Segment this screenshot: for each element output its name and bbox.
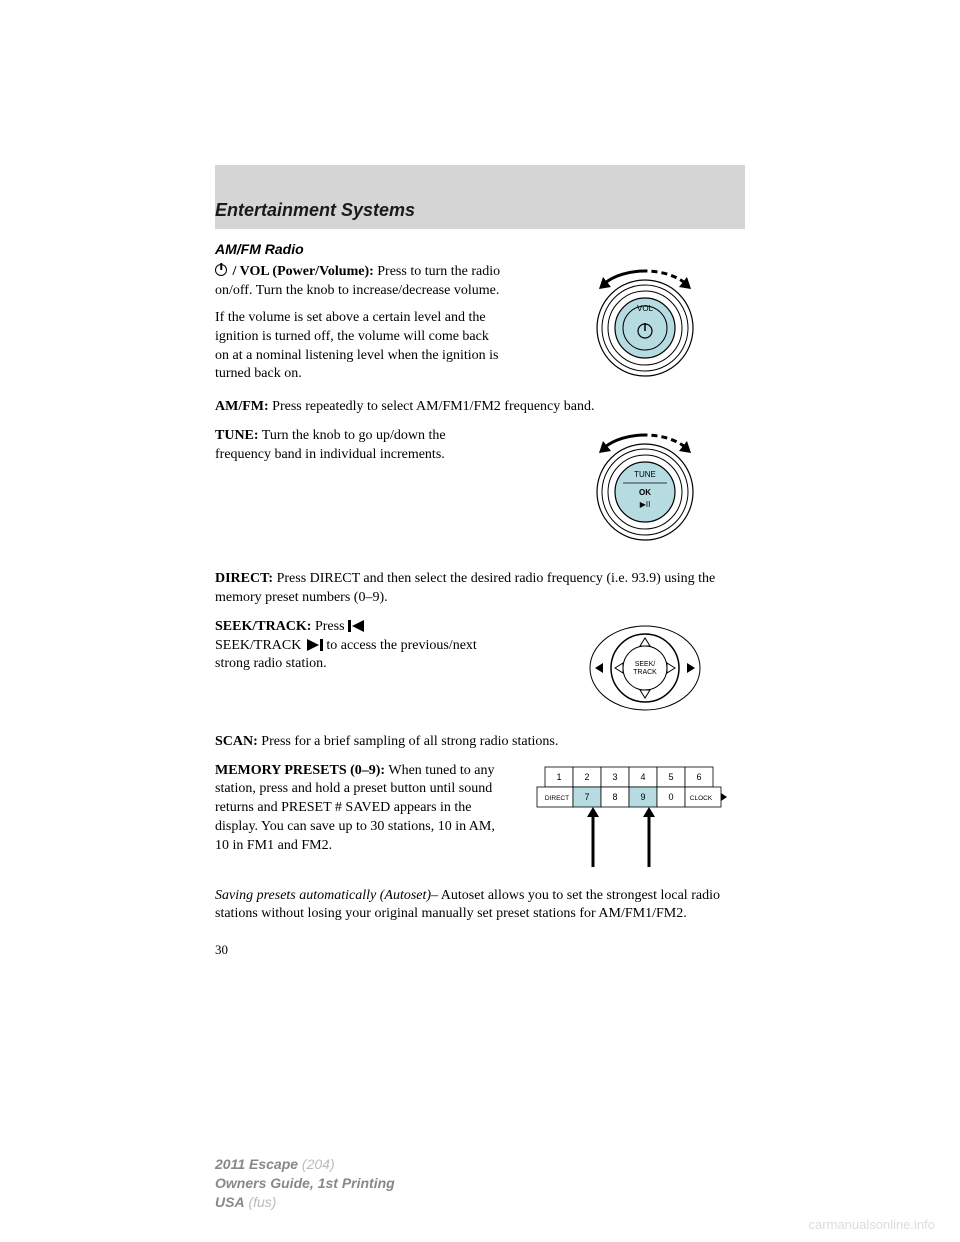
power-vol-note: If the volume is set above a certain lev… <box>215 309 505 385</box>
text-column: SEEK/TRACK: Press SEEK/TRACK to access t… <box>215 618 505 675</box>
scan-para: SCAN: Press for a brief sampling of all … <box>215 733 745 752</box>
tune-playpause: ▶II <box>640 500 651 509</box>
svg-text:3: 3 <box>612 772 617 782</box>
section-direct: DIRECT: Press DIRECT and then select the… <box>215 570 745 608</box>
autoset-para: Saving presets automatically (Autoset)– … <box>215 887 745 925</box>
section-amfm: AM/FM: Press repeatedly to select AM/FM1… <box>215 398 745 417</box>
page-number: 30 <box>215 942 745 958</box>
figure-vol-knob: VOL <box>545 263 745 388</box>
vol-label: VOL <box>637 304 654 313</box>
text-column: TUNE: Turn the knob to go up/down the fr… <box>215 427 505 465</box>
watermark: carmanualsonline.info <box>809 1217 935 1232</box>
direct-label: DIRECT: <box>215 571 273 586</box>
page-title: Entertainment Systems <box>215 200 745 221</box>
scan-text: Press for a brief sampling of all strong… <box>258 734 559 749</box>
power-icon <box>215 264 227 276</box>
text-column: MEMORY PRESETS (0–9): When tuned to any … <box>215 762 505 856</box>
footer-region: USA <box>215 1194 245 1210</box>
tune-para: TUNE: Turn the knob to go up/down the fr… <box>215 427 505 465</box>
figure-presets: 1 2 3 4 5 6 DIRECT 7 8 9 0 CLOCK <box>515 762 745 877</box>
svg-text:4: 4 <box>640 772 645 782</box>
seek-text1: Press <box>311 619 348 634</box>
figure-tune-knob: TUNE OK ▶II <box>545 427 745 552</box>
svg-text:CLOCK: CLOCK <box>690 795 713 802</box>
section-seek: SEEK/TRACK: Press SEEK/TRACK to access t… <box>215 618 745 723</box>
footer-guide: Owners Guide, 1st Printing <box>215 1174 395 1193</box>
svg-text:7: 7 <box>584 792 589 802</box>
scan-label: SCAN: <box>215 734 258 749</box>
footer-line1: 2011 Escape (204) <box>215 1155 395 1174</box>
figure-seek-dial: SEEK/ TRACK <box>545 618 745 723</box>
section-autoset: Saving presets automatically (Autoset)– … <box>215 887 745 925</box>
svg-text:6: 6 <box>696 772 701 782</box>
direct-para: DIRECT: Press DIRECT and then select the… <box>215 570 745 608</box>
tune-label: TUNE: <box>215 428 259 443</box>
footer-code: (204) <box>298 1156 335 1172</box>
tune-label-text: TUNE <box>634 470 656 479</box>
direct-text: Press DIRECT and then select the desired… <box>215 571 715 605</box>
subheading-amfm-radio: AM/FM Radio <box>215 241 745 257</box>
presets-para: MEMORY PRESETS (0–9): When tuned to any … <box>215 762 505 856</box>
footer-region-code: (fus) <box>245 1194 277 1210</box>
text-column: / VOL (Power/Volume): Press to turn the … <box>215 263 505 384</box>
footer-vehicle: 2011 Escape <box>215 1156 298 1172</box>
seek-para: SEEK/TRACK: Press SEEK/TRACK to access t… <box>215 618 505 675</box>
presets-svg: 1 2 3 4 5 6 DIRECT 7 8 9 0 CLOCK <box>515 762 745 872</box>
seek-dial-label1: SEEK/ <box>635 661 656 668</box>
svg-text:1: 1 <box>556 772 561 782</box>
tune-knob-svg: TUNE OK ▶II <box>575 427 715 547</box>
footer-line3: USA (fus) <box>215 1193 395 1212</box>
section-presets: MEMORY PRESETS (0–9): When tuned to any … <box>215 762 745 877</box>
svg-text:0: 0 <box>668 792 673 802</box>
vol-knob-svg: VOL <box>575 263 715 383</box>
svg-text:5: 5 <box>668 772 673 782</box>
seek-dial-svg: SEEK/ TRACK <box>580 618 710 718</box>
header-bar: Entertainment Systems <box>215 165 745 229</box>
svg-text:9: 9 <box>640 792 645 802</box>
svg-text:8: 8 <box>612 792 617 802</box>
seek-dial-label2: TRACK <box>633 669 657 676</box>
section-scan: SCAN: Press for a brief sampling of all … <box>215 733 745 752</box>
page-content: Entertainment Systems AM/FM Radio / VOL … <box>215 165 745 958</box>
seek-prev-icon <box>348 620 366 632</box>
amfm-para: AM/FM: Press repeatedly to select AM/FM1… <box>215 398 745 417</box>
footer: 2011 Escape (204) Owners Guide, 1st Prin… <box>215 1155 395 1212</box>
svg-text:2: 2 <box>584 772 589 782</box>
section-tune: TUNE: Turn the knob to go up/down the fr… <box>215 427 745 552</box>
amfm-label: AM/FM: <box>215 399 269 414</box>
power-vol-label: / VOL (Power/Volume): <box>229 264 374 279</box>
tune-ok-text: OK <box>639 488 651 497</box>
amfm-text: Press repeatedly to select AM/FM1/FM2 fr… <box>269 399 595 414</box>
svg-text:DIRECT: DIRECT <box>545 795 569 802</box>
autoset-label: Saving presets automatically (Autoset) <box>215 888 431 903</box>
seek-next-icon <box>305 639 323 651</box>
power-vol-para: / VOL (Power/Volume): Press to turn the … <box>215 263 505 301</box>
presets-label: MEMORY PRESETS (0–9): <box>215 763 385 778</box>
seek-text2: SEEK/TRACK <box>215 638 305 653</box>
section-power-volume: / VOL (Power/Volume): Press to turn the … <box>215 263 745 388</box>
seek-label: SEEK/TRACK: <box>215 619 311 634</box>
